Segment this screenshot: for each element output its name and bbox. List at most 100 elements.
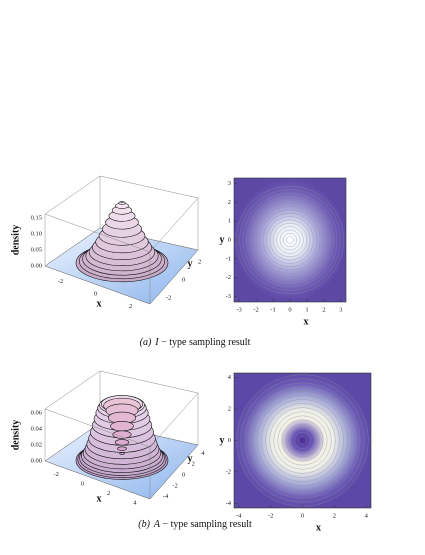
x-tick-label: 0 — [288, 306, 291, 313]
x-tick-label: -1 — [270, 306, 275, 313]
contour — [285, 423, 320, 458]
x-tick-label: -2 — [268, 512, 273, 519]
x-tick-label: -2 — [253, 306, 258, 313]
x-tick-label: 2 — [129, 303, 132, 310]
contour — [248, 386, 357, 495]
x-tick-label: -2 — [58, 278, 63, 285]
y-axis-label: y — [220, 435, 225, 446]
z-axis-label: density — [10, 225, 21, 256]
caption-label: (b) — [138, 519, 150, 530]
contour — [276, 226, 304, 254]
z-tick-label: 0.00 — [31, 457, 42, 464]
contour — [256, 206, 324, 274]
contour — [120, 201, 124, 203]
caption-symbol: A — [153, 519, 161, 530]
contour — [110, 421, 134, 432]
contour — [261, 399, 344, 482]
contour — [262, 212, 318, 268]
y-axis-label: y — [220, 234, 225, 245]
contour — [265, 403, 340, 478]
x-tick-label: 0 — [301, 512, 304, 519]
contour — [281, 419, 324, 462]
contour — [273, 222, 308, 257]
contour — [273, 411, 332, 470]
x-tick-label: 0 — [94, 290, 97, 297]
box-edge — [44, 370, 101, 410]
contour — [240, 378, 365, 503]
x-tick-label: -3 — [236, 306, 241, 313]
box-edge — [99, 370, 199, 394]
contour — [289, 427, 316, 454]
caption: (a) I − type sampling result — [140, 337, 251, 348]
y-tick-label: 4 — [228, 374, 232, 381]
x-tick-label: 2 — [333, 512, 336, 519]
y-tick-label: -2 — [226, 274, 231, 281]
y-tick-label: -1 — [226, 255, 231, 262]
contour — [269, 219, 311, 261]
box-edge — [44, 197, 199, 253]
y-tick-label: -2 — [172, 482, 177, 489]
x-tick-label: 4 — [365, 512, 369, 519]
y-tick-label: -2 — [226, 468, 231, 475]
contour — [286, 236, 294, 244]
box-edge — [99, 175, 199, 199]
y-tick-label: 2 — [228, 406, 231, 413]
density-map — [233, 177, 347, 303]
contour — [114, 439, 130, 446]
contour — [242, 192, 338, 288]
y-tick-label: 3 — [228, 180, 231, 187]
x-tick-label: 4 — [133, 500, 137, 507]
y-tick-label: -4 — [163, 493, 169, 500]
y-tick-label: 0 — [182, 471, 185, 478]
contour — [117, 446, 127, 451]
contour — [298, 436, 307, 445]
contour — [266, 216, 314, 264]
z-tick-label: 0.10 — [31, 230, 42, 237]
density-map — [233, 372, 372, 509]
z-tick-label: 0.00 — [31, 262, 42, 269]
contour — [294, 432, 311, 449]
caption-text: − type sampling result — [160, 519, 252, 530]
contour — [239, 189, 341, 291]
x-tick-label: 2 — [322, 306, 325, 313]
x-tick-label: -4 — [236, 512, 242, 519]
caption-label: (a) — [140, 337, 152, 348]
z-tick-label: 0.15 — [31, 214, 42, 221]
z-tick-label: 0.06 — [31, 409, 43, 416]
y-tick-label: -4 — [226, 500, 232, 507]
contour — [259, 209, 321, 271]
y-tick-label: 0 — [228, 236, 231, 243]
y-tick-label: -2 — [166, 294, 171, 301]
x-tick-label: 1 — [305, 306, 308, 313]
y-tick-label: 0 — [182, 276, 185, 283]
x-tick-label: 2 — [107, 490, 110, 497]
box-edge — [44, 227, 101, 267]
y-tick-label: 2 — [228, 199, 231, 206]
contour — [249, 199, 331, 281]
x-axis-label: x — [97, 298, 102, 309]
x-tick-label: 0 — [81, 481, 84, 488]
box-edge — [44, 175, 101, 215]
x-axis-label: x — [97, 493, 102, 504]
x-tick-label: 3 — [339, 306, 342, 313]
y-axis-label: y — [188, 453, 193, 464]
contour — [279, 229, 301, 251]
contour — [246, 196, 334, 284]
contour — [244, 382, 361, 499]
z-tick-label: 0.05 — [31, 246, 42, 253]
y-tick-label: 2 — [198, 258, 201, 265]
y-tick-label: -3 — [226, 293, 231, 300]
contour — [119, 452, 125, 455]
contour — [277, 415, 328, 466]
contour — [252, 202, 328, 278]
y-tick-label: 2 — [192, 461, 195, 468]
x-axis-label: x — [304, 316, 309, 327]
caption: (b) A − type sampling result — [138, 519, 252, 530]
contour — [269, 407, 336, 474]
contour — [283, 233, 297, 247]
contour — [257, 395, 348, 486]
z-tick-label: 0.04 — [31, 425, 43, 432]
box-edge — [44, 392, 199, 448]
y-tick-label: 0 — [228, 437, 231, 444]
